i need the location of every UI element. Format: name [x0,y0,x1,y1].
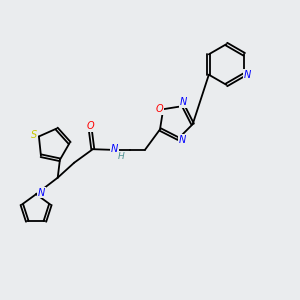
Text: N: N [38,188,45,198]
Text: N: N [111,145,118,154]
Text: N: N [244,70,251,80]
Text: O: O [87,122,94,131]
Text: N: N [180,97,187,107]
Text: H: H [118,152,125,160]
Text: S: S [31,130,37,140]
Text: O: O [155,104,163,114]
Text: N: N [178,135,186,145]
